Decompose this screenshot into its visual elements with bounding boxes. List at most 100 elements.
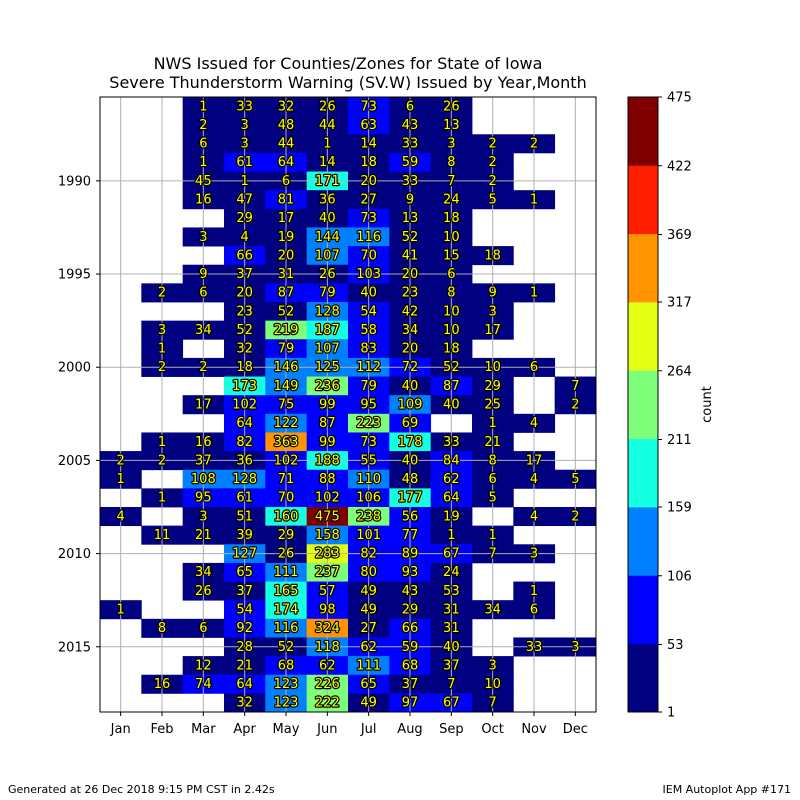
cell-value-label: 3	[571, 640, 579, 655]
cell-value-label: 1	[158, 342, 166, 357]
cell-value-label: 8	[489, 453, 497, 468]
colorbar-tick-label: 369	[667, 228, 692, 243]
cell-value-label: 99	[319, 398, 336, 413]
cell-value-label: 6	[447, 267, 455, 282]
cell-value-label: 17	[484, 323, 501, 338]
cell-value-label: 63	[360, 118, 377, 133]
cell-value-label: 2	[571, 509, 579, 524]
cell-value-label: 57	[319, 584, 336, 599]
y-tick-label: 2005	[58, 454, 91, 469]
cell-value-label: 12	[195, 658, 212, 673]
cell-value-label: 74	[195, 677, 212, 692]
cell-value-label: 34	[195, 565, 212, 580]
cell-value-label: 59	[402, 640, 419, 655]
cell-value-label: 6	[199, 286, 207, 301]
cell-value-label: 87	[319, 416, 336, 431]
x-tick-label: Oct	[481, 722, 503, 737]
cell-value-label: 7	[489, 547, 497, 562]
cell-value-label: 165	[274, 584, 299, 599]
x-tick-label: May	[273, 722, 300, 737]
y-tick-label: 1995	[58, 268, 91, 283]
cell-value-label: 33	[402, 137, 419, 152]
cell-value-label: 58	[360, 323, 377, 338]
cell-value-label: 10	[443, 304, 460, 319]
cell-value-label: 62	[443, 472, 460, 487]
cell-value-label: 112	[356, 360, 381, 375]
cell-value-label: 42	[402, 304, 419, 319]
cell-value-label: 149	[274, 379, 299, 394]
cell-value-label: 160	[274, 509, 299, 524]
cell-value-label: 8	[158, 621, 166, 636]
cell-value-label: 52	[443, 360, 460, 375]
cell-value-label: 88	[319, 472, 336, 487]
cell-value-label: 61	[236, 155, 253, 170]
cell-value-label: 49	[360, 696, 377, 711]
cell-value-label: 8	[447, 286, 455, 301]
cell-value-label: 20	[360, 174, 377, 189]
cell-value-label: 1	[530, 286, 538, 301]
cell-value-label: 2	[489, 174, 497, 189]
x-tick-label: Sep	[439, 722, 464, 737]
colorbar-tick-label: 317	[667, 296, 692, 311]
cell-value-label: 16	[195, 193, 212, 208]
cell-value-labels: 1 33 32 26 73 6 262 3 48 44 63 43 136 3 44 1 14 33 3 2 21 61 6…	[115, 98, 580, 712]
cell-value-label: 29	[402, 603, 419, 618]
cell-value-label: 3	[199, 230, 207, 245]
cell-value-label: 177	[398, 491, 423, 506]
colorbar-segment	[628, 438, 658, 508]
cell-value-label: 1	[530, 584, 538, 599]
cell-value-label: 6	[199, 621, 207, 636]
cell-value-label: 87	[443, 379, 460, 394]
cell-value-label: 4	[530, 416, 538, 431]
cell-value-label: 222	[315, 696, 340, 711]
colorbar-segment	[628, 575, 658, 645]
x-tick-label: Nov	[521, 722, 547, 737]
cell-value-label: 87	[278, 286, 295, 301]
cell-value-label: 24	[443, 565, 460, 580]
cell-value-label: 363	[274, 435, 299, 450]
cell-value-label: 43	[402, 584, 419, 599]
cell-value-label: 3	[158, 323, 166, 338]
cell-value-label: 7	[447, 174, 455, 189]
cell-value-label: 2	[158, 360, 166, 375]
cell-value-label: 173	[232, 379, 257, 394]
cell-value-label: 13	[443, 118, 460, 133]
cell-value-label: 69	[402, 416, 419, 431]
x-tick-label: Jul	[360, 722, 377, 737]
cell-value-label: 54	[236, 603, 253, 618]
cell-value-label: 188	[315, 453, 340, 468]
cell-value-label: 8	[447, 155, 455, 170]
cell-value-label: 33	[402, 174, 419, 189]
cell-value-label: 107	[315, 248, 340, 263]
cell-value-label: 1	[323, 137, 331, 152]
cell-value-label: 31	[443, 603, 460, 618]
cell-value-label: 26	[319, 99, 336, 114]
cell-value-label: 44	[278, 137, 295, 152]
cell-value-label: 4	[241, 230, 249, 245]
cell-value-label: 40	[443, 398, 460, 413]
cell-value-label: 174	[274, 603, 299, 618]
cell-value-label: 67	[443, 547, 460, 562]
cell-value-label: 11	[154, 528, 171, 543]
colorbar-tick-label: 422	[667, 159, 692, 174]
cell-value-label: 21	[236, 658, 253, 673]
cell-value-label: 95	[195, 491, 212, 506]
cell-value-label: 81	[278, 193, 295, 208]
cell-value-label: 283	[315, 547, 340, 562]
cell-value-label: 21	[484, 435, 501, 450]
heatmap-cells	[100, 97, 597, 713]
colorbar-label: count	[700, 386, 715, 423]
cell-value-label: 79	[278, 342, 295, 357]
cell-value-label: 52	[278, 640, 295, 655]
cell-value-label: 24	[443, 193, 460, 208]
colorbar-segment	[628, 165, 658, 235]
cell-value-label: 108	[191, 472, 216, 487]
x-tick-label: Feb	[150, 722, 173, 737]
cell-value-label: 236	[315, 379, 340, 394]
cell-value-label: 40	[402, 453, 419, 468]
cell-value-label: 73	[360, 211, 377, 226]
cell-value-label: 1	[199, 155, 207, 170]
cell-value-label: 1	[199, 99, 207, 114]
cell-value-label: 1	[241, 174, 249, 189]
cell-value-label: 27	[360, 621, 377, 636]
